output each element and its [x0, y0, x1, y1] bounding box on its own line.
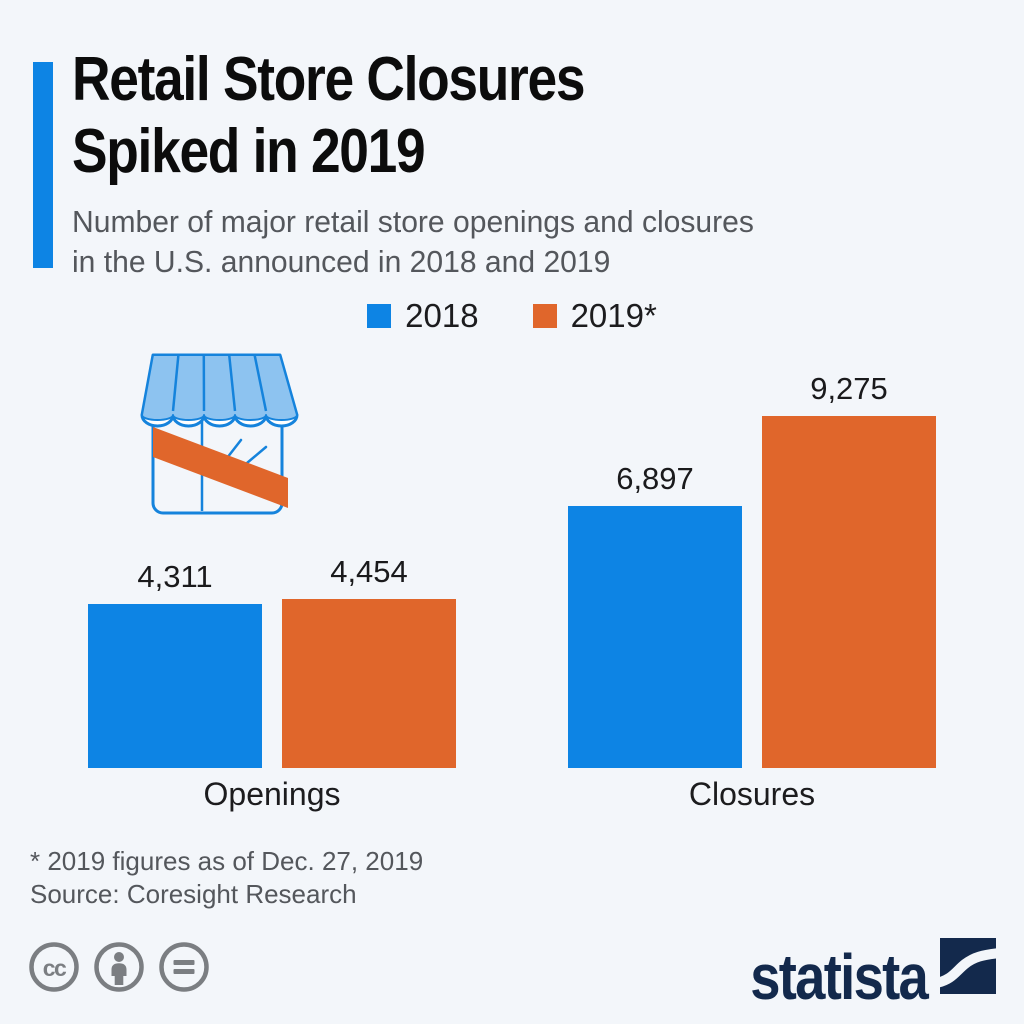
chart-title-line1: Retail Store Closures [72, 45, 586, 114]
chart-subtitle: Number of major retail store openings an… [72, 202, 945, 282]
chart-title-line2: Spiked in 2019 [72, 117, 426, 186]
title-accent-bar [33, 62, 53, 268]
legend-label-2018: 2018 [405, 297, 479, 334]
chart-subtitle-line2: in the U.S. announced in 2018 and 2019 [72, 244, 611, 279]
bar-value-label: 9,275 [810, 371, 888, 406]
license-badges[interactable]: cc [28, 941, 210, 993]
bar-value-label: 4,311 [137, 559, 213, 594]
legend-item-2018: 2018 [367, 297, 479, 334]
cc-icon[interactable]: cc [28, 941, 80, 993]
bar-group-2018-openings: 4,311 [88, 559, 262, 768]
header: Retail Store Closures Spiked in 2019 Num… [72, 44, 972, 282]
footnote-text: * 2019 figures as of Dec. 27, 2019 [30, 846, 424, 876]
svg-text:cc: cc [43, 955, 67, 981]
bar-group-2019-openings: 4,454 [282, 554, 456, 768]
chart-title: Retail Store Closures Spiked in 2019 [72, 44, 846, 188]
bar-2019-closures [762, 416, 936, 768]
no-derivatives-icon[interactable] [158, 941, 210, 993]
chart-subtitle-line1: Number of major retail store openings an… [72, 204, 754, 239]
attribution-icon[interactable] [93, 941, 145, 993]
bar-value-label: 6,897 [616, 461, 694, 496]
bar-2018-closures [568, 506, 742, 768]
legend: 2018 2019* [0, 297, 1024, 334]
source-text: Source: Coresight Research [30, 879, 357, 909]
footnote-block: * 2019 figures as of Dec. 27, 2019 Sourc… [30, 845, 423, 911]
bar-value-label: 4,454 [330, 554, 408, 589]
statista-logo[interactable]: statista [719, 938, 996, 1009]
legend-swatch-2018-icon [367, 304, 392, 328]
statista-mark-icon [940, 938, 996, 994]
closed-store-icon [140, 353, 299, 515]
legend-swatch-2019-icon [532, 304, 557, 328]
bar-group-2019-closures: 9,275 [762, 371, 936, 768]
legend-item-2019: 2019* [532, 297, 657, 334]
statista-wordmark: statista [750, 941, 929, 1013]
category-label-closures: Closures [688, 776, 816, 812]
legend-label-2019: 2019* [570, 297, 657, 334]
bar-2018-openings [88, 604, 262, 768]
bar-group-2018-closures: 6,897 [568, 461, 742, 768]
category-label-openings: Openings [203, 776, 341, 812]
bar-2019-openings [282, 599, 456, 768]
